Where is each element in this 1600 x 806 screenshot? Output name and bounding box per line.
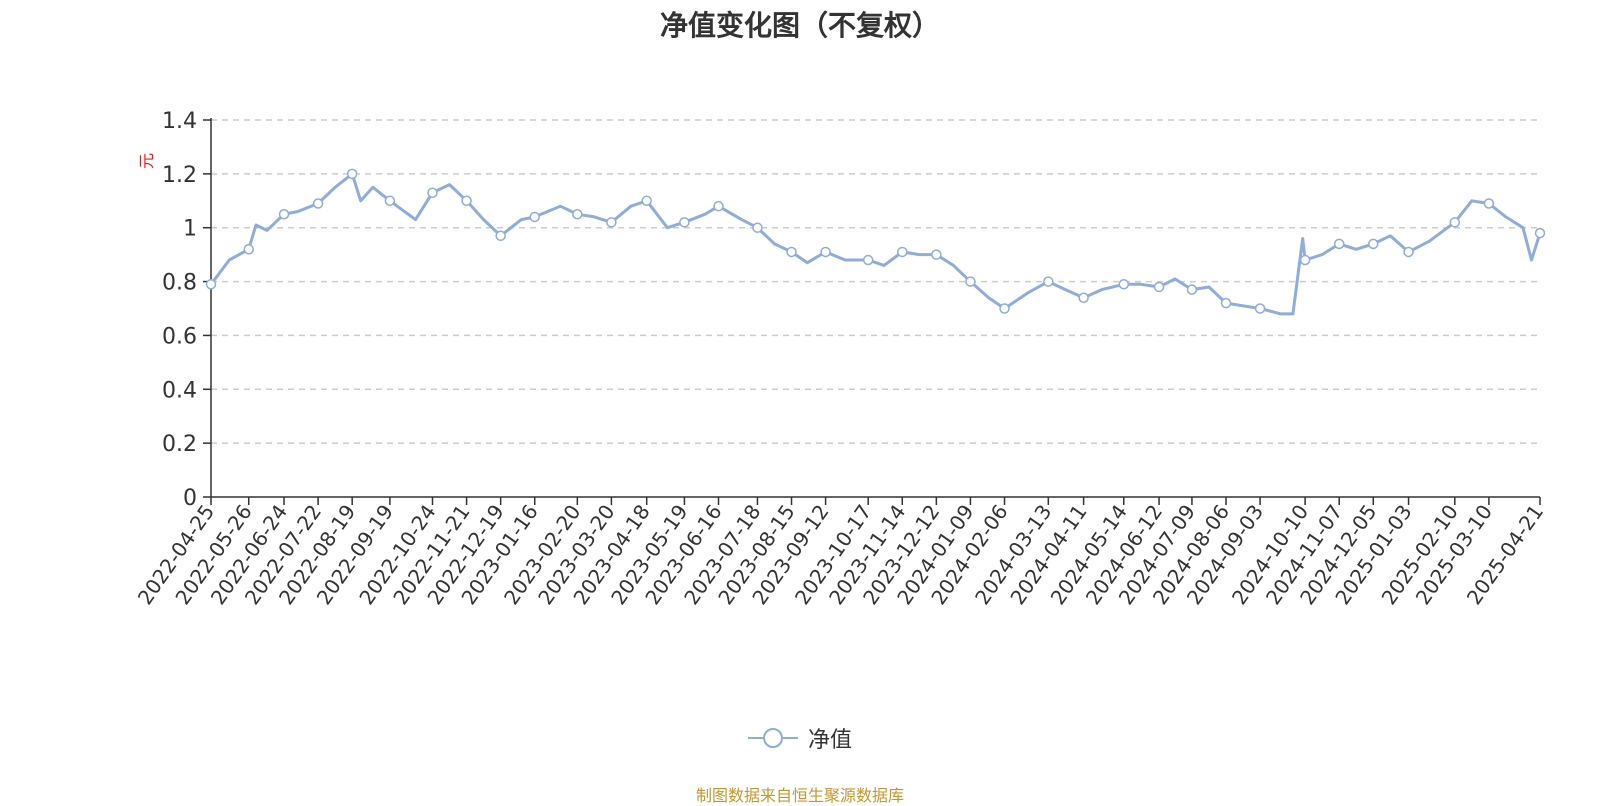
legend-label: 净值 (807, 728, 852, 753)
data-point (1333, 238, 1345, 250)
data-point (461, 195, 472, 207)
data-point (641, 195, 652, 207)
y-tick-label: 0 (183, 486, 197, 511)
chart-title: 净值变化图（不复权） (659, 9, 940, 42)
data-point (1449, 217, 1461, 228)
data-point (786, 246, 797, 258)
y-tick-label: 1.2 (162, 163, 197, 188)
data-point (1186, 284, 1198, 295)
data-point (346, 168, 358, 180)
data-point (529, 211, 540, 223)
series-area (205, 168, 1546, 316)
y-tick-label: 0.4 (162, 378, 197, 403)
legend-line-circle-icon (747, 728, 798, 748)
series-line (209, 172, 1542, 316)
data-point (312, 198, 324, 209)
data-point (897, 246, 908, 258)
data-point (1153, 281, 1165, 293)
y-axis-label: 元 (137, 153, 156, 169)
data-point (1118, 279, 1130, 290)
data-point (1534, 227, 1546, 239)
data-point (862, 254, 874, 266)
data-point (1043, 276, 1054, 287)
data-point (1220, 297, 1232, 309)
data-point (606, 217, 617, 228)
data-point (965, 276, 976, 287)
data-point (1403, 246, 1414, 258)
data-point (931, 249, 942, 260)
y-tick-label: 0.6 (162, 324, 197, 349)
data-point (384, 195, 396, 207)
data-point (820, 246, 831, 258)
data-point (1299, 254, 1311, 266)
data-point (1483, 198, 1495, 209)
legend[interactable]: 净值 (0, 722, 1600, 756)
data-point (205, 279, 217, 290)
data-point (752, 222, 763, 233)
data-point (1078, 292, 1089, 303)
data-point (1254, 303, 1266, 314)
y-tick-label: 0.8 (162, 271, 197, 296)
data-point (278, 209, 290, 220)
y-tick-label: 1 (183, 217, 197, 242)
data-point (572, 209, 583, 220)
axes: 00.20.40.60.811.21.42022-04-252022-05-26… (133, 109, 1548, 609)
data-point (679, 217, 690, 228)
data-point (999, 303, 1010, 314)
data-point (713, 200, 724, 212)
data-source-note: 制图数据来自恒生聚源数据库 (695, 786, 904, 805)
data-point (243, 244, 254, 255)
y-tick-label: 1.4 (162, 109, 197, 134)
y-tick-label: 0.2 (162, 432, 197, 457)
data-point (1368, 238, 1379, 250)
data-point (495, 230, 506, 242)
data-point (427, 187, 438, 198)
gridlines (211, 119, 1540, 444)
